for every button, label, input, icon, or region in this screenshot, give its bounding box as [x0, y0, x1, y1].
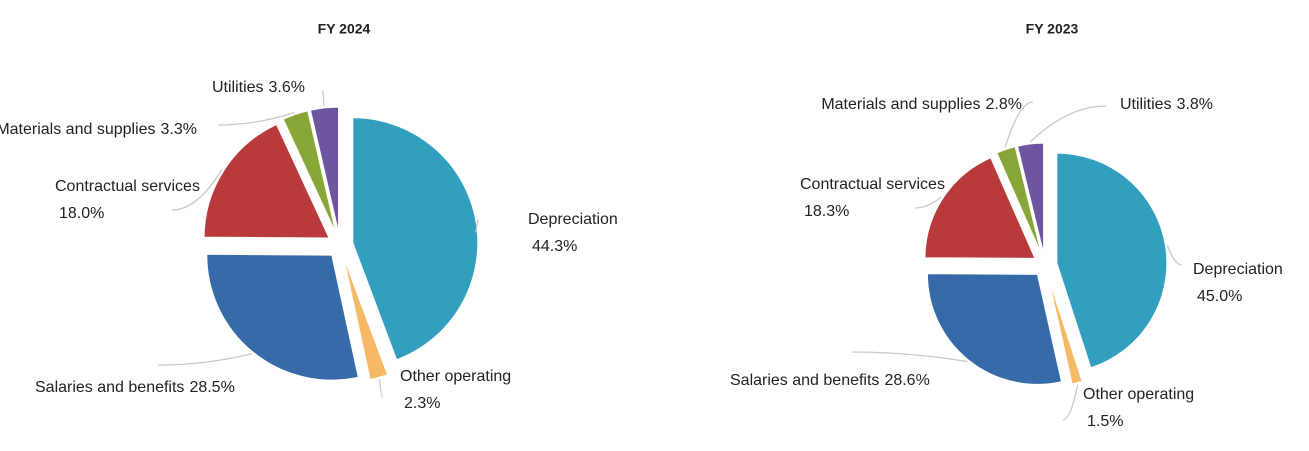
category-name: Depreciation	[528, 211, 618, 228]
leader-line	[1062, 384, 1079, 421]
category-name: Salaries and benefits	[730, 372, 879, 389]
category-name: Contractual services	[800, 176, 945, 193]
pie-slice	[1056, 152, 1168, 369]
leader-line	[1166, 245, 1183, 266]
chart-title: FY 2024	[318, 21, 371, 37]
leader-line	[914, 196, 942, 209]
pie-slice	[343, 257, 389, 381]
pie-slice	[924, 157, 1036, 259]
value-label: 28.5%	[189, 379, 234, 396]
leader-line	[157, 353, 252, 366]
pie-slice	[926, 273, 1063, 385]
leader-line	[378, 379, 384, 399]
data-label: Materials and supplies 2.8%	[821, 96, 1022, 113]
category-name: Other operating	[1083, 386, 1194, 403]
leader-line	[851, 351, 968, 363]
category-name: Salaries and benefits	[35, 379, 184, 396]
value-label: 3.8%	[1177, 96, 1213, 113]
value-label: 18.0%	[59, 205, 104, 222]
pie-slice	[352, 117, 479, 361]
value-label: 28.6%	[884, 372, 929, 389]
leader-line	[171, 168, 223, 211]
value-label: 2.3%	[404, 395, 440, 412]
category-name: Depreciation	[1193, 261, 1283, 278]
pie-slice	[309, 106, 340, 233]
leader-line	[1004, 101, 1034, 148]
leader-line	[474, 219, 479, 233]
pie-slice	[203, 123, 330, 239]
value-label: 3.6%	[269, 79, 305, 96]
data-label: Utilities 3.6%	[212, 79, 305, 96]
leader-line	[217, 111, 295, 126]
leader-line	[321, 89, 325, 106]
category-name: Contractual services	[55, 178, 200, 195]
category-name: Utilities	[212, 79, 264, 96]
data-label: Salaries and benefits 28.6%	[730, 372, 930, 389]
category-name: Other operating	[400, 368, 511, 385]
category-name: Utilities	[1120, 96, 1172, 113]
category-name: Materials and supplies	[0, 121, 156, 138]
pie-slice	[1047, 276, 1083, 385]
data-label: Utilities 3.8%	[1120, 96, 1213, 113]
data-label: Salaries and benefits 28.5%	[35, 379, 235, 396]
value-label: 3.3%	[161, 121, 197, 138]
pie-slice	[282, 110, 337, 233]
pie-slice	[996, 146, 1042, 254]
data-label: Materials and supplies 3.3%	[0, 121, 197, 138]
value-label: 1.5%	[1087, 413, 1123, 430]
chart-title: FY 2023	[1026, 21, 1079, 37]
value-label: 44.3%	[532, 238, 577, 255]
value-label: 45.0%	[1197, 288, 1242, 305]
leader-line	[1029, 105, 1107, 143]
category-name: Materials and supplies	[821, 96, 980, 113]
pie-slice	[206, 253, 359, 381]
value-label: 2.8%	[986, 96, 1022, 113]
value-label: 18.3%	[804, 203, 849, 220]
pie-slice	[1016, 142, 1045, 254]
